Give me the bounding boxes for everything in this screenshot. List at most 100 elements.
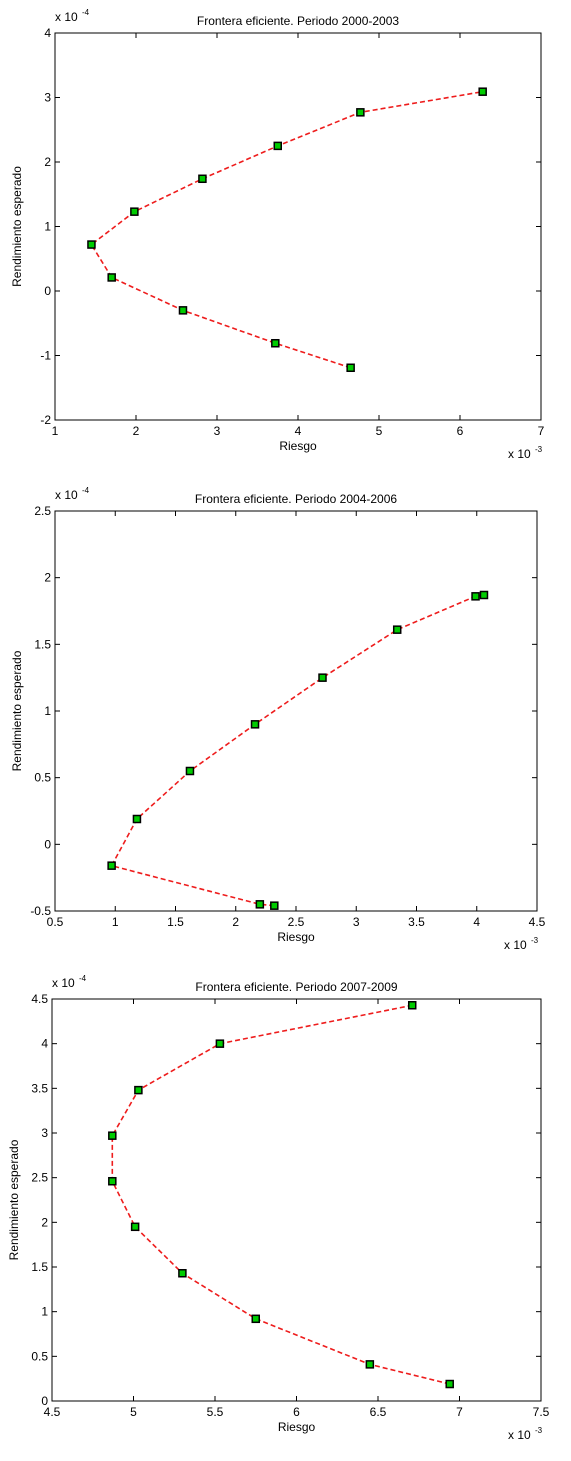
y-tick-label: 4.5 xyxy=(31,992,48,1006)
data-point xyxy=(130,1222,140,1232)
data-point xyxy=(471,592,480,601)
x-multiplier: x 10 -3 xyxy=(508,445,543,461)
y-tick-label: 2 xyxy=(41,1215,48,1229)
data-point xyxy=(107,861,116,870)
y-tick-label: 2.5 xyxy=(34,504,51,518)
x-tick-label: 6 xyxy=(457,424,464,438)
y-tick-label: 1 xyxy=(44,704,51,718)
x-tick-label: 3.5 xyxy=(408,915,425,929)
x-multiplier-base: x 10 xyxy=(508,1428,531,1442)
x-multiplier-exp: -3 xyxy=(535,445,543,454)
x-multiplier: x 10 -3 xyxy=(504,936,539,952)
y-axis-label: Rendimiento esperado xyxy=(7,1139,21,1260)
data-point xyxy=(365,1360,375,1369)
y-multiplier-base: x 10 xyxy=(52,976,75,990)
x-tick-label: 7 xyxy=(456,1405,463,1419)
plot-frame xyxy=(54,32,542,421)
y-tick-label: 0.5 xyxy=(34,771,51,785)
y-tick-label: -1 xyxy=(40,349,51,363)
data-point xyxy=(270,901,279,910)
x-tick-label: 4 xyxy=(473,915,480,929)
data-point xyxy=(178,1269,187,1278)
y-tick-label: 1.5 xyxy=(31,1260,48,1274)
data-point xyxy=(134,1085,143,1095)
y-tick-label: 1 xyxy=(41,1305,48,1319)
y-multiplier: x 10 -4 xyxy=(52,974,87,990)
x-tick-label: 4.5 xyxy=(529,915,546,929)
y-axis-label: Rendimiento esperado xyxy=(10,166,24,287)
y-multiplier-exp: -4 xyxy=(82,487,90,495)
y-tick-label: 1 xyxy=(44,220,51,234)
x-multiplier-exp: -3 xyxy=(535,1426,543,1435)
y-multiplier: x 10 -4 xyxy=(55,8,90,24)
x-tick-label: 0.5 xyxy=(47,915,64,929)
x-tick-label: 7 xyxy=(538,424,545,438)
data-point xyxy=(250,720,260,729)
y-tick-label: -2 xyxy=(40,413,51,427)
x-multiplier-base: x 10 xyxy=(504,938,527,952)
data-point xyxy=(132,814,142,824)
data-point xyxy=(273,141,282,151)
y-tick-label: 2 xyxy=(44,155,51,169)
x-multiplier-exp: -3 xyxy=(531,936,539,945)
data-point xyxy=(108,1176,117,1186)
x-axis-label: Riesgo xyxy=(278,1420,316,1434)
y-multiplier-exp: -4 xyxy=(82,8,90,17)
data-point xyxy=(108,1131,117,1140)
data-point xyxy=(445,1379,454,1389)
data-point xyxy=(479,590,489,600)
y-tick-label: 2 xyxy=(44,571,51,585)
x-tick-label: 2 xyxy=(133,424,140,438)
y-tick-label: 3 xyxy=(41,1126,48,1140)
y-tick-label: 4 xyxy=(41,1037,48,1051)
data-point xyxy=(251,1314,260,1324)
data-point xyxy=(271,338,280,348)
x-multiplier-base: x 10 xyxy=(508,447,531,461)
y-tick-label: 1.5 xyxy=(34,637,51,651)
data-point xyxy=(346,363,355,373)
y-tick-label: 3 xyxy=(44,91,51,105)
data-point xyxy=(87,240,96,249)
x-tick-label: 5 xyxy=(130,1405,137,1419)
y-tick-label: 2.5 xyxy=(31,1171,48,1185)
chart-title: Frontera eficiente. Periodo 2000-2003 xyxy=(197,14,399,28)
x-tick-label: 7.5 xyxy=(533,1405,550,1419)
x-axis-label: Riesgo xyxy=(277,930,315,944)
data-point xyxy=(407,1001,417,1010)
x-tick-label: 1 xyxy=(112,915,119,929)
x-tick-label: 3 xyxy=(214,424,221,438)
x-tick-label: 4 xyxy=(295,424,302,438)
x-tick-label: 6 xyxy=(293,1405,300,1419)
x-tick-label: 1 xyxy=(52,424,59,438)
x-tick-label: 6.5 xyxy=(370,1405,387,1419)
x-tick-label: 4.5 xyxy=(44,1405,61,1419)
y-multiplier: x 10 -4 xyxy=(55,487,90,502)
x-tick-label: 3 xyxy=(353,915,360,929)
plot-frame xyxy=(51,998,542,1402)
series-line xyxy=(90,90,483,369)
y-tick-label: 0 xyxy=(44,837,51,851)
x-tick-label: 1.5 xyxy=(167,915,184,929)
chart-title: Frontera eficiente. Periodo 2007-2009 xyxy=(195,980,397,994)
data-point xyxy=(255,900,265,909)
x-tick-label: 2.5 xyxy=(288,915,305,929)
chart-2007-2009: Frontera eficiente. Periodo 2007-2009 4.5… xyxy=(7,974,550,1442)
y-multiplier-base: x 10 xyxy=(55,10,78,24)
chart-2000-2003: Frontera eficiente. Periodo 2000-2003 1 2 3… xyxy=(10,8,545,461)
x-tick-label: 2 xyxy=(232,915,239,929)
series-line xyxy=(110,594,485,907)
y-tick-label: 0.5 xyxy=(31,1349,48,1363)
data-point xyxy=(478,87,487,96)
data-point xyxy=(130,207,139,216)
y-multiplier-exp: -4 xyxy=(79,974,87,983)
x-tick-label: 5 xyxy=(376,424,383,438)
data-point xyxy=(185,766,195,776)
x-tick-label: 5.5 xyxy=(207,1405,224,1419)
data-point xyxy=(107,273,116,282)
series-line xyxy=(111,1004,450,1385)
data-point xyxy=(318,673,327,682)
chart-title: Frontera eficiente. Periodo 2004-2006 xyxy=(195,492,397,506)
data-point xyxy=(392,625,402,634)
y-tick-label: 0 xyxy=(44,284,51,298)
y-tick-label: -0.5 xyxy=(30,904,51,918)
